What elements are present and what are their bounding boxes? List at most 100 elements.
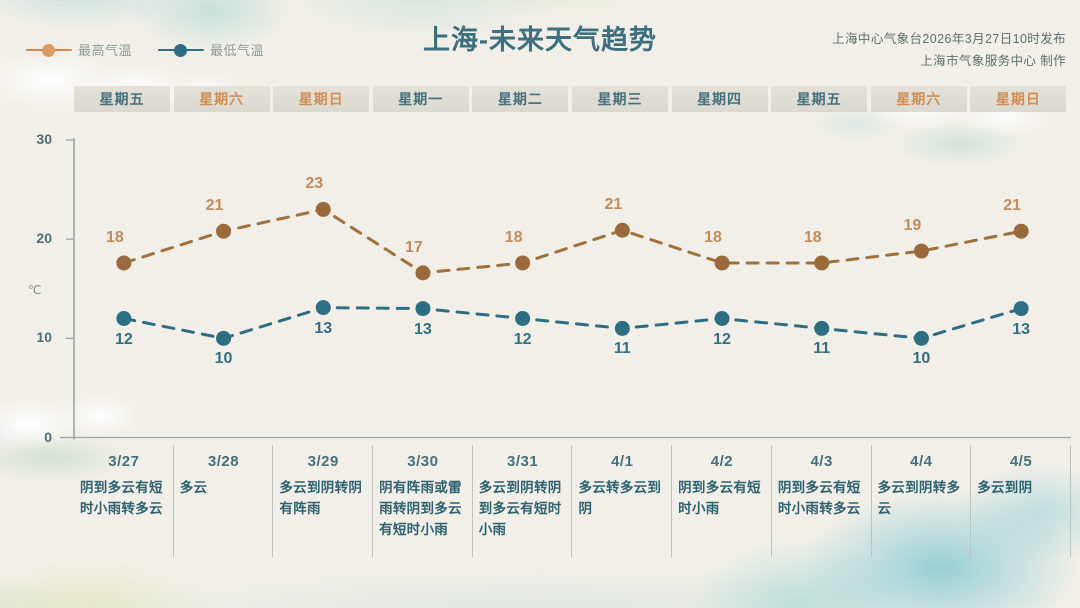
weekday-chip-8[interactable]: 星期六 <box>870 86 967 112</box>
issuer-line-1: 上海中心气象台2026年3月27日10时发布 <box>832 32 1066 46</box>
column-divider <box>372 445 374 557</box>
weekday-chip-0[interactable]: 星期五 <box>74 86 170 112</box>
chart-legend: 最高气温 最低气温 <box>26 40 264 59</box>
weekday-chip-5[interactable]: 星期三 <box>571 86 668 112</box>
forecast-date: 4/5 <box>1009 453 1033 470</box>
forecast-day-column-9[interactable]: 4/5 多云到阴 <box>971 441 1071 601</box>
series-line-0 <box>122 207 1023 275</box>
legend-item-high-temp: 最高气温 <box>26 40 132 59</box>
data-point-1-6 <box>714 311 730 326</box>
forecast-description: 阴到多云有短时小雨转多云 <box>80 480 163 516</box>
column-divider <box>1069 445 1071 557</box>
y-axis-unit-label: ℃ <box>28 283 42 297</box>
column-divider <box>770 445 772 557</box>
issuer-info: 上海中心气象台2026年3月27日10时发布 上海市气象服务中心 制作 <box>832 28 1066 72</box>
legend-swatch-high-temp <box>26 43 72 57</box>
forecast-day-column-2[interactable]: 3/29 多云到阴转阴有阵雨 <box>273 441 374 601</box>
forecast-description: 阴到多云有短时小雨转多云 <box>777 480 861 516</box>
weekday-chip-4[interactable]: 星期二 <box>472 86 569 112</box>
forecast-date: 4/2 <box>710 453 734 470</box>
forecast-date: 3/30 <box>407 453 439 470</box>
forecast-description: 多云到阴转阴到多云有短时小雨 <box>478 480 562 537</box>
data-point-1-4 <box>515 311 531 326</box>
forecast-date: 3/28 <box>207 453 240 470</box>
data-point-1-2 <box>315 300 331 316</box>
legend-label-low-temp: 最低气温 <box>210 43 265 58</box>
data-label-0-1: 21 <box>205 197 224 215</box>
data-point-1-8 <box>913 330 929 346</box>
forecast-date: 4/3 <box>810 453 833 470</box>
forecast-day-column-0[interactable]: 3/27 阴到多云有短时小雨转多云 <box>74 441 174 601</box>
data-point-0-3 <box>415 265 431 281</box>
y-axis-tick-label: 0 <box>44 428 52 445</box>
weekday-chip-1[interactable]: 星期六 <box>173 86 270 112</box>
forecast-day-column-1[interactable]: 3/28 多云 <box>174 441 274 601</box>
data-label-1-0: 12 <box>114 330 133 348</box>
column-divider <box>471 445 473 557</box>
forecast-description: 多云到阴 <box>977 480 1033 495</box>
data-point-1-5 <box>614 320 630 336</box>
data-label-1-8: 10 <box>912 350 931 368</box>
data-point-1-0 <box>116 311 132 326</box>
forecast-date: 3/31 <box>506 453 539 470</box>
data-label-0-6: 18 <box>704 228 722 246</box>
forecast-day-column-8[interactable]: 4/4 多云到阴转多云 <box>872 441 972 601</box>
daily-forecast-table: 3/27 阴到多云有短时小雨转多云 3/28 多云 3/29 多云到阴转阴有阵雨 3/30 阴… <box>74 441 1071 601</box>
data-point-0-5 <box>614 222 630 238</box>
data-label-0-4: 18 <box>504 228 523 246</box>
legend-label-high-temp: 最高气温 <box>78 43 133 58</box>
forecast-day-column-3[interactable]: 3/30 阴有阵雨或雷雨转阴到多云有短时小雨 <box>373 441 473 601</box>
column-divider <box>671 445 673 557</box>
series-line-1 <box>122 306 1023 340</box>
data-label-0-7: 18 <box>803 228 822 246</box>
data-label-1-2: 13 <box>314 319 333 337</box>
data-label-1-9: 13 <box>1012 320 1031 338</box>
forecast-date: 4/1 <box>611 453 634 470</box>
data-point-0-7 <box>814 255 830 271</box>
data-label-0-5: 21 <box>604 196 623 214</box>
forecast-description: 阴到多云有短时小雨 <box>678 480 761 516</box>
data-label-1-6: 12 <box>713 330 731 348</box>
column-divider <box>571 445 573 557</box>
forecast-date: 3/29 <box>307 453 339 470</box>
data-point-0-8 <box>913 243 929 259</box>
data-point-0-4 <box>515 255 531 271</box>
weekday-chip-9[interactable]: 星期日 <box>970 86 1067 112</box>
data-point-1-1 <box>216 330 232 346</box>
weekday-chip-3[interactable]: 星期一 <box>372 86 469 112</box>
y-axis-tick-label: 20 <box>36 230 52 247</box>
weekday-chip-2[interactable]: 星期日 <box>273 86 370 112</box>
column-divider <box>870 445 872 557</box>
data-point-0-0 <box>116 255 132 271</box>
data-label-1-3: 13 <box>414 320 432 338</box>
weekday-chip-7[interactable]: 星期五 <box>771 86 868 112</box>
y-axis-tick-label: 10 <box>36 329 52 346</box>
weekday-chip-6[interactable]: 星期四 <box>671 86 768 112</box>
data-point-1-9 <box>1013 301 1029 317</box>
legend-swatch-low-temp <box>158 43 205 57</box>
forecast-day-column-5[interactable]: 4/1 多云转多云到阴 <box>572 441 673 601</box>
forecast-description: 多云转多云到阴 <box>578 480 662 516</box>
data-point-0-2 <box>315 201 331 217</box>
data-label-0-3: 17 <box>405 238 423 256</box>
data-point-0-1 <box>216 223 232 239</box>
forecast-date: 4/4 <box>910 453 933 470</box>
data-label-0-9: 21 <box>1003 197 1022 215</box>
y-axis-tick-label: 30 <box>36 131 52 147</box>
forecast-day-column-6[interactable]: 4/2 阴到多云有短时小雨 <box>672 441 772 601</box>
forecast-description: 多云到阴转多云 <box>877 480 961 516</box>
legend-item-low-temp: 最低气温 <box>158 40 264 59</box>
page-title: 上海-未来天气趋势 <box>423 25 657 55</box>
column-divider <box>172 445 174 557</box>
weekday-chip-row: 星期五 星期六 星期日 星期一 星期二 星期三 星期四 星期五 星期六 星期日 <box>74 86 1071 112</box>
data-label-0-2: 23 <box>305 175 324 193</box>
data-point-1-3 <box>415 301 431 317</box>
data-point-0-6 <box>714 255 730 271</box>
forecast-description: 阴有阵雨或雷雨转阴到多云有短时小雨 <box>379 480 462 537</box>
forecast-day-column-4[interactable]: 3/31 多云到阴转阴到多云有短时小雨 <box>473 441 573 601</box>
forecast-day-column-7[interactable]: 4/3 阴到多云有短时小雨转多云 <box>772 441 872 601</box>
column-divider <box>272 445 274 557</box>
